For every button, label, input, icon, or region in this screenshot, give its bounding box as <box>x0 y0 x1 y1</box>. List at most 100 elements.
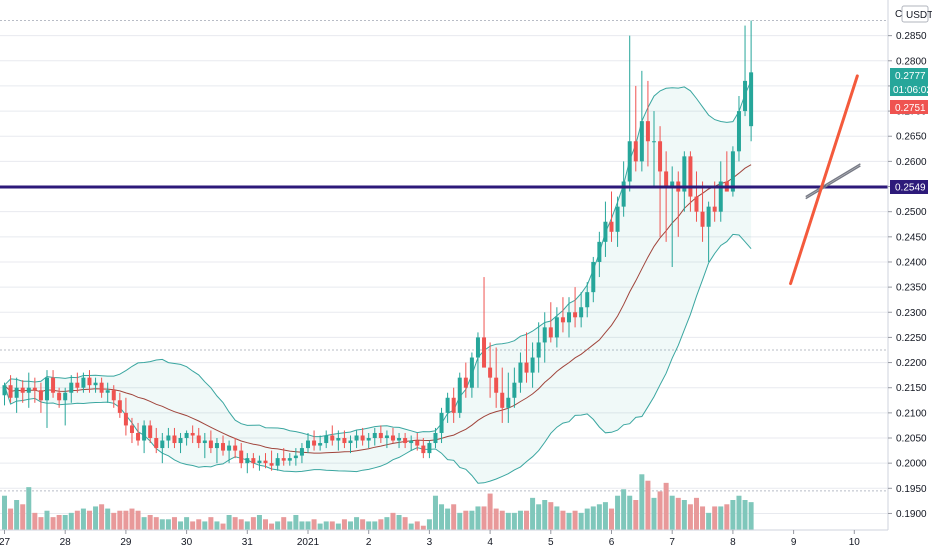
volume-bar <box>250 517 256 530</box>
volume-bar <box>700 506 706 530</box>
volume-bar <box>396 515 402 530</box>
volume-bar <box>487 493 493 530</box>
volume-bar <box>402 517 408 530</box>
candle-body <box>111 390 116 401</box>
volume-bar <box>499 510 505 530</box>
last-price-text: 0.2777 <box>895 71 926 82</box>
volume-bar <box>602 502 608 530</box>
candle <box>214 438 219 464</box>
volume-bar <box>372 521 378 530</box>
time-tick-label: 31 <box>242 537 254 548</box>
volume-bar <box>56 515 62 530</box>
bb-fill <box>4 80 752 484</box>
candle-body <box>469 357 474 388</box>
volume-bar <box>445 508 451 530</box>
candle-body <box>324 435 329 444</box>
time-scale[interactable]: 27 28 29 30 31 2021 2 3 4 5 6 7 8 9 10 <box>0 530 860 548</box>
candle <box>245 453 250 474</box>
candle-body <box>384 435 389 439</box>
candle-body <box>336 438 341 441</box>
volume-bar <box>560 510 566 530</box>
price-tick-label: 0.2050 <box>896 434 927 445</box>
time-tick-label: 3 <box>427 537 433 548</box>
volume-bar <box>256 515 262 530</box>
candle <box>651 111 656 187</box>
bb-basis-line <box>4 164 752 454</box>
candle-body <box>658 141 663 172</box>
candle-body <box>548 327 553 338</box>
volume-bar <box>99 504 105 530</box>
volume-bar <box>220 523 226 530</box>
volume-bar <box>190 521 196 530</box>
candle-body <box>330 435 335 441</box>
candle <box>372 427 377 446</box>
candle-body <box>736 111 741 152</box>
marker-price-badge-bg <box>890 100 928 114</box>
volume-bar <box>681 500 687 530</box>
candle-body <box>694 196 699 212</box>
volume-bar <box>293 515 299 530</box>
time-tick-label: 7 <box>669 537 675 548</box>
volume-bar <box>748 502 754 530</box>
volume-bar <box>299 521 305 530</box>
candle-body <box>69 382 74 393</box>
time-tick-label: 6 <box>609 537 615 548</box>
volume-bar <box>269 523 275 530</box>
candle-body <box>615 206 620 232</box>
volume-bar <box>736 495 742 530</box>
volume-bars <box>2 474 754 530</box>
candle <box>154 427 159 454</box>
candle-body <box>445 397 450 413</box>
volume-bar <box>8 508 14 530</box>
candle <box>585 282 590 318</box>
volume-bar <box>469 510 475 530</box>
candle <box>512 367 517 408</box>
volume-bar <box>44 510 50 530</box>
price-tick-label: 0.2600 <box>896 157 927 168</box>
candle <box>658 126 663 237</box>
volume-bar <box>542 500 548 530</box>
candle-body <box>38 390 43 401</box>
candle <box>233 438 238 459</box>
candle <box>633 85 638 172</box>
volume-bar <box>548 502 554 530</box>
volume-bar <box>566 512 572 530</box>
volume-bar <box>347 521 353 530</box>
candle <box>20 380 25 403</box>
candle-body <box>160 440 165 449</box>
volume-bar <box>463 510 469 530</box>
candle <box>227 440 232 464</box>
candle <box>251 453 256 469</box>
candle-body <box>518 362 523 383</box>
volume-bar <box>439 504 445 530</box>
currency-button[interactable] <box>901 5 929 23</box>
candle <box>718 161 723 222</box>
candle-body <box>700 211 705 227</box>
price-tick-label: 0.2500 <box>896 207 927 218</box>
candle-body <box>651 141 656 143</box>
volume-bar <box>238 519 244 530</box>
volume-bar <box>68 512 74 530</box>
currency-label[interactable]: USDT <box>906 10 932 21</box>
candle-body <box>263 460 268 464</box>
price-tick-label: 0.2650 <box>896 132 927 143</box>
candle <box>57 387 62 408</box>
volume-bar <box>341 519 347 530</box>
volume-bar <box>111 512 117 530</box>
candle <box>567 297 572 338</box>
candle-body <box>93 382 98 386</box>
volume-bar <box>706 512 712 530</box>
candle-body <box>573 312 578 318</box>
candle <box>8 375 13 403</box>
volume-bar <box>669 495 675 530</box>
candle-body <box>421 445 426 454</box>
candle <box>445 392 450 423</box>
volume-bar <box>232 517 238 530</box>
candle <box>560 297 565 333</box>
time-tick-label: 29 <box>120 537 132 548</box>
volume-bar <box>675 497 681 530</box>
volume-bar <box>281 517 287 530</box>
volume-bar <box>451 504 457 530</box>
